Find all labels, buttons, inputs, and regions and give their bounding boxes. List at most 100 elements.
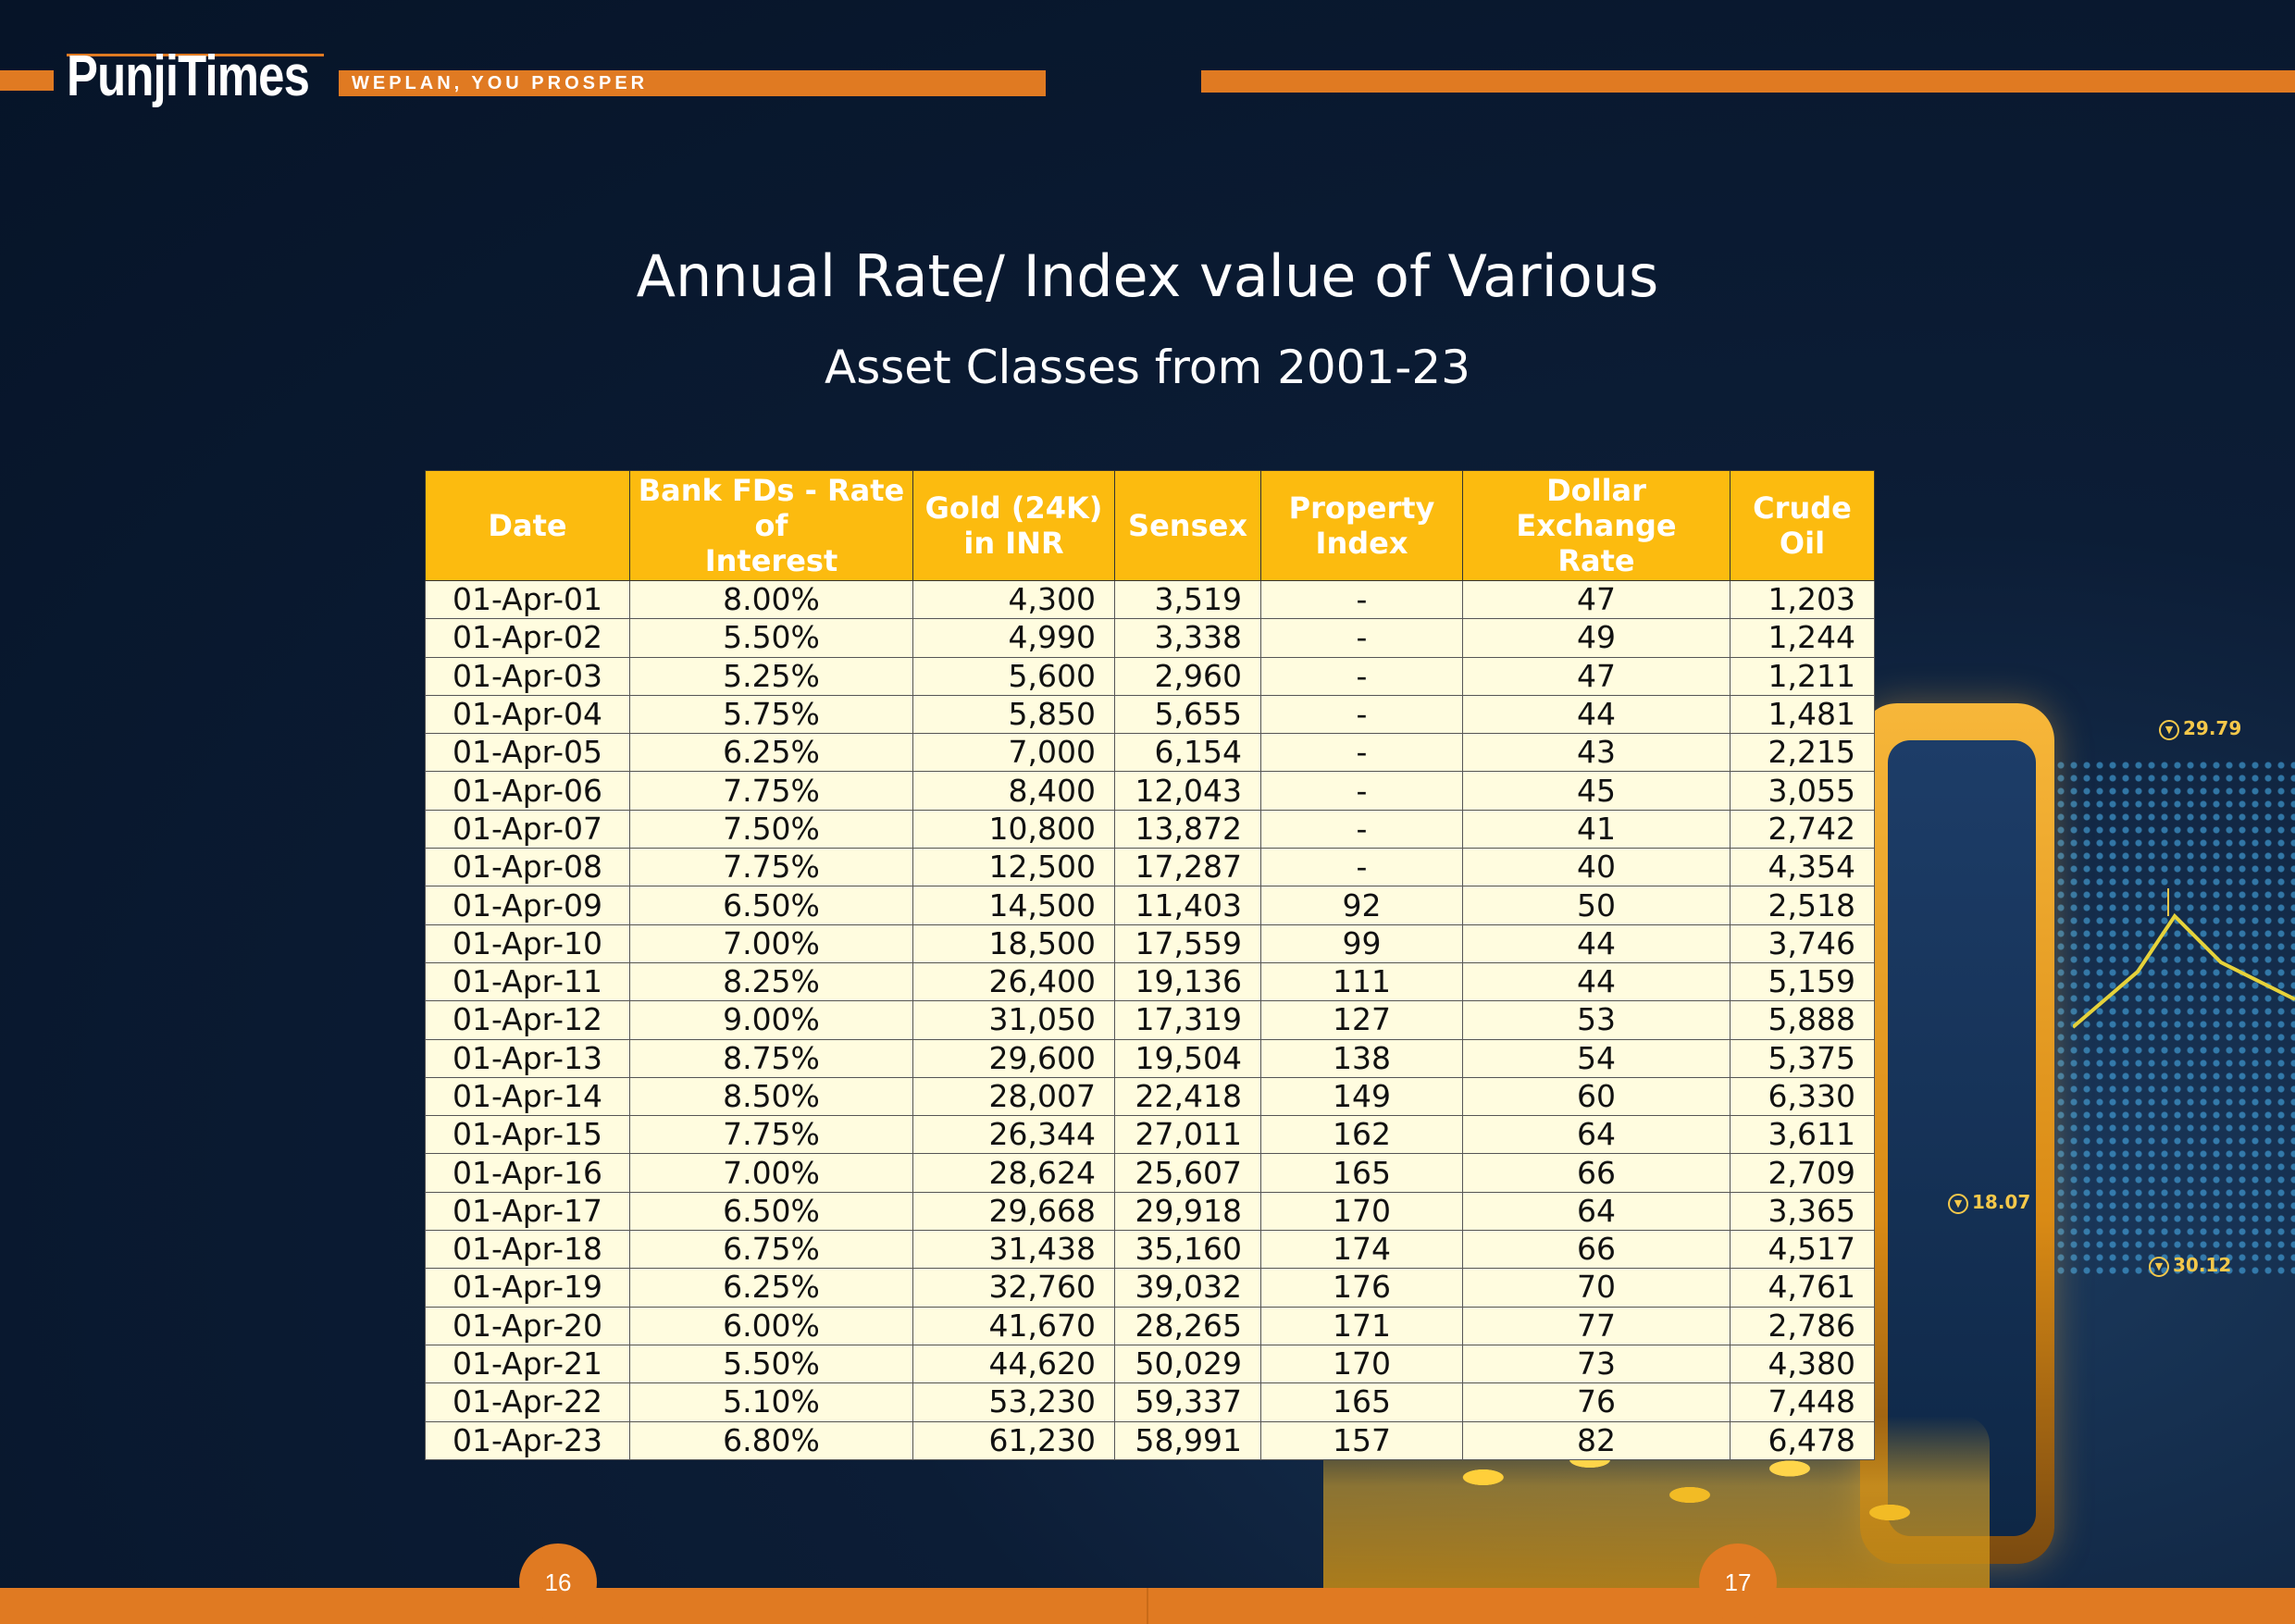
cell-date: 01-Apr-21 <box>425 1344 630 1384</box>
cell-sensex: 11,403 <box>1114 886 1261 925</box>
cell-sensex: 59,337 <box>1114 1382 1261 1422</box>
cell-property-index: 171 <box>1260 1306 1463 1345</box>
cell-dollar-rate: 49 <box>1462 618 1731 658</box>
header-line: Dollar Exchange <box>1516 473 1677 543</box>
cell-date: 01-Apr-13 <box>425 1038 630 1078</box>
cell-date: 01-Apr-05 <box>425 733 630 773</box>
cell-dollar-rate: 60 <box>1462 1076 1731 1117</box>
cell-sensex: 50,029 <box>1114 1344 1261 1384</box>
cell-crude-oil: 2,786 <box>1730 1306 1875 1345</box>
cell-property-index: 127 <box>1260 1000 1463 1040</box>
price-marker-value: 18.07 <box>1972 1191 2031 1213</box>
header-dollar-rate: Dollar Exchange Rate <box>1462 470 1731 581</box>
cell-sensex: 5,655 <box>1114 694 1261 735</box>
cell-sensex: 19,136 <box>1114 961 1261 1002</box>
brand-logo: PunjiTimes <box>67 44 310 108</box>
cell-sensex: 39,032 <box>1114 1268 1261 1308</box>
cell-sensex: 17,559 <box>1114 924 1261 963</box>
cell-crude-oil: 3,611 <box>1730 1115 1875 1155</box>
cell-sensex: 58,991 <box>1114 1420 1261 1460</box>
cell-gold: 28,624 <box>912 1153 1115 1193</box>
cell-gold: 10,800 <box>912 809 1115 849</box>
cell-date: 01-Apr-08 <box>425 848 630 887</box>
table-row: 01-Apr-20 6.00% 41,670 28,265 171 77 2,786 <box>425 1306 1875 1345</box>
page-title: Annual Rate/ Index value of Various <box>636 242 1659 310</box>
cell-sensex: 27,011 <box>1114 1115 1261 1155</box>
cell-sensex: 17,319 <box>1114 1000 1261 1040</box>
header-line: Bank FDs - Rate of <box>638 473 905 543</box>
cell-gold: 41,670 <box>912 1306 1115 1345</box>
table-row: 01-Apr-15 7.75% 26,344 27,011 162 64 3,611 <box>425 1115 1875 1155</box>
cell-gold: 26,400 <box>912 961 1115 1002</box>
table-row: 01-Apr-12 9.00% 31,050 17,319 127 53 5,888 <box>425 1000 1875 1040</box>
cell-bank-fd: 9.00% <box>629 1000 913 1040</box>
header-accent-bar-left <box>0 70 54 91</box>
cell-date: 01-Apr-07 <box>425 809 630 849</box>
table-row: 01-Apr-06 7.75% 8,400 12,043-45 3,055 <box>425 771 1875 811</box>
cell-sensex: 13,872 <box>1114 809 1261 849</box>
header-accent-bar-right <box>1201 70 2295 93</box>
table-row: 01-Apr-16 7.00% 28,624 25,607 165 66 2,709 <box>425 1153 1875 1193</box>
cell-gold: 28,007 <box>912 1076 1115 1117</box>
cell-date: 01-Apr-11 <box>425 961 630 1002</box>
cell-crude-oil: 5,375 <box>1730 1038 1875 1078</box>
header-sensex: Sensex <box>1114 470 1261 581</box>
cell-gold: 7,000 <box>912 733 1115 773</box>
cell-sensex: 19,504 <box>1114 1038 1261 1078</box>
cell-dollar-rate: 66 <box>1462 1230 1731 1270</box>
cell-bank-fd: 7.75% <box>629 1115 913 1155</box>
cell-date: 01-Apr-15 <box>425 1115 630 1155</box>
cell-sensex: 12,043 <box>1114 771 1261 811</box>
cell-dollar-rate: 53 <box>1462 1000 1731 1040</box>
cell-crude-oil: 4,761 <box>1730 1268 1875 1308</box>
price-marker-2: ▼ 18.07 <box>1948 1191 2030 1214</box>
cell-date: 01-Apr-16 <box>425 1153 630 1193</box>
cell-dollar-rate: 73 <box>1462 1344 1731 1384</box>
table-row: 01-Apr-21 5.50% 44,620 50,029 170 73 4,380 <box>425 1344 1875 1384</box>
cell-gold: 5,850 <box>912 694 1115 735</box>
cell-date: 01-Apr-23 <box>425 1420 630 1460</box>
cell-dollar-rate: 64 <box>1462 1191 1731 1232</box>
cell-crude-oil: 2,742 <box>1730 809 1875 849</box>
cell-date: 01-Apr-10 <box>425 924 630 963</box>
cell-date: 01-Apr-09 <box>425 886 630 925</box>
cell-dollar-rate: 66 <box>1462 1153 1731 1193</box>
cell-date: 01-Apr-22 <box>425 1382 630 1422</box>
header-line: Sensex <box>1128 508 1247 543</box>
cell-crude-oil: 2,518 <box>1730 886 1875 925</box>
cell-property-index: - <box>1260 809 1463 849</box>
cell-property-index: 149 <box>1260 1076 1463 1117</box>
page-subtitle: Asset Classes from 2001-23 <box>825 341 1470 394</box>
table-row: 01-Apr-01 8.00% 4,300 3,519-47 1,203 <box>425 579 1875 620</box>
brand-underline <box>67 54 324 56</box>
cell-crude-oil: 3,055 <box>1730 771 1875 811</box>
cell-crude-oil: 6,478 <box>1730 1420 1875 1460</box>
cell-bank-fd: 7.75% <box>629 848 913 887</box>
cell-sensex: 3,338 <box>1114 618 1261 658</box>
cell-gold: 4,990 <box>912 618 1115 658</box>
cell-dollar-rate: 47 <box>1462 656 1731 696</box>
down-triangle-icon: ▼ <box>2159 719 2179 740</box>
cell-date: 01-Apr-06 <box>425 771 630 811</box>
cell-property-index: - <box>1260 618 1463 658</box>
header-line: Property <box>1288 490 1435 526</box>
asset-table: Date Bank FDs - Rate of Interest Gold (24… <box>425 470 1875 1460</box>
cell-sensex: 2,960 <box>1114 656 1261 696</box>
cell-crude-oil: 5,159 <box>1730 961 1875 1002</box>
trend-line <box>2073 912 2295 1029</box>
cell-gold: 53,230 <box>912 1382 1115 1422</box>
cell-bank-fd: 6.25% <box>629 1268 913 1308</box>
header-line: Index <box>1315 526 1408 561</box>
cell-property-index: - <box>1260 848 1463 887</box>
cell-gold: 5,600 <box>912 656 1115 696</box>
cell-dollar-rate: 41 <box>1462 809 1731 849</box>
table-row: 01-Apr-22 5.10% 53,230 59,337 165 76 7,448 <box>425 1382 1875 1422</box>
table-row: 01-Apr-08 7.75% 12,500 17,287-40 4,354 <box>425 848 1875 887</box>
cell-property-index: 111 <box>1260 961 1463 1002</box>
cell-date: 01-Apr-19 <box>425 1268 630 1308</box>
page-number-right: 17 <box>1699 1543 1777 1621</box>
cell-gold: 4,300 <box>912 579 1115 620</box>
header-line: Gold (24K) <box>924 490 1103 526</box>
header-line: Crude <box>1753 490 1852 526</box>
cell-sensex: 28,265 <box>1114 1306 1261 1345</box>
